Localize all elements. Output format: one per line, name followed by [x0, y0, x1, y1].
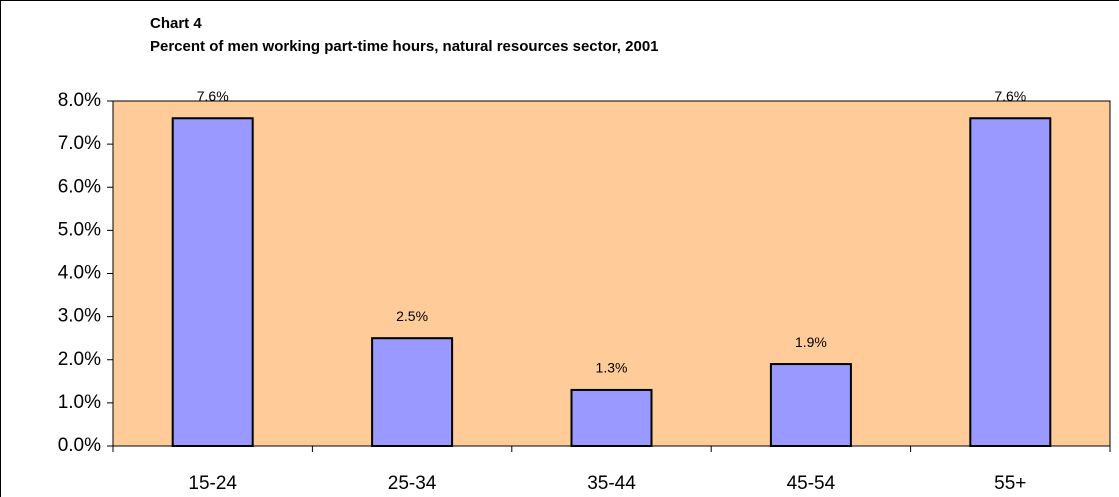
bar: [171, 117, 254, 447]
y-tick-label: 2.0%: [58, 349, 101, 370]
data-label: 1.3%: [596, 360, 628, 376]
y-tick-label: 5.0%: [58, 219, 101, 240]
y-tick-label: 1.0%: [58, 392, 101, 413]
y-tick-label: 0.0%: [58, 435, 101, 456]
chart-title: Chart 4: [150, 15, 202, 32]
data-label: 7.6%: [994, 88, 1026, 104]
y-tick-label: 8.0%: [58, 90, 101, 111]
x-tick-label: 55+: [994, 473, 1026, 494]
y-tick-label: 6.0%: [58, 176, 101, 197]
chart-subtitle: Percent of men working part-time hours, …: [150, 38, 659, 55]
x-tick-label: 25-34: [388, 473, 437, 494]
bar: [371, 337, 454, 447]
plot-area: [112, 100, 1111, 447]
data-label: 2.5%: [396, 308, 428, 324]
y-tick-label: 3.0%: [58, 306, 101, 327]
x-tick-label: 15-24: [188, 473, 237, 494]
data-label: 7.6%: [197, 88, 229, 104]
x-tick-label: 45-54: [787, 473, 836, 494]
x-tick-label: 35-44: [587, 473, 636, 494]
bar: [570, 388, 653, 447]
data-label: 1.9%: [795, 334, 827, 350]
bar: [769, 363, 852, 447]
y-tick-label: 7.0%: [58, 133, 101, 154]
y-tick-label: 4.0%: [58, 263, 101, 284]
bar: [969, 117, 1052, 447]
